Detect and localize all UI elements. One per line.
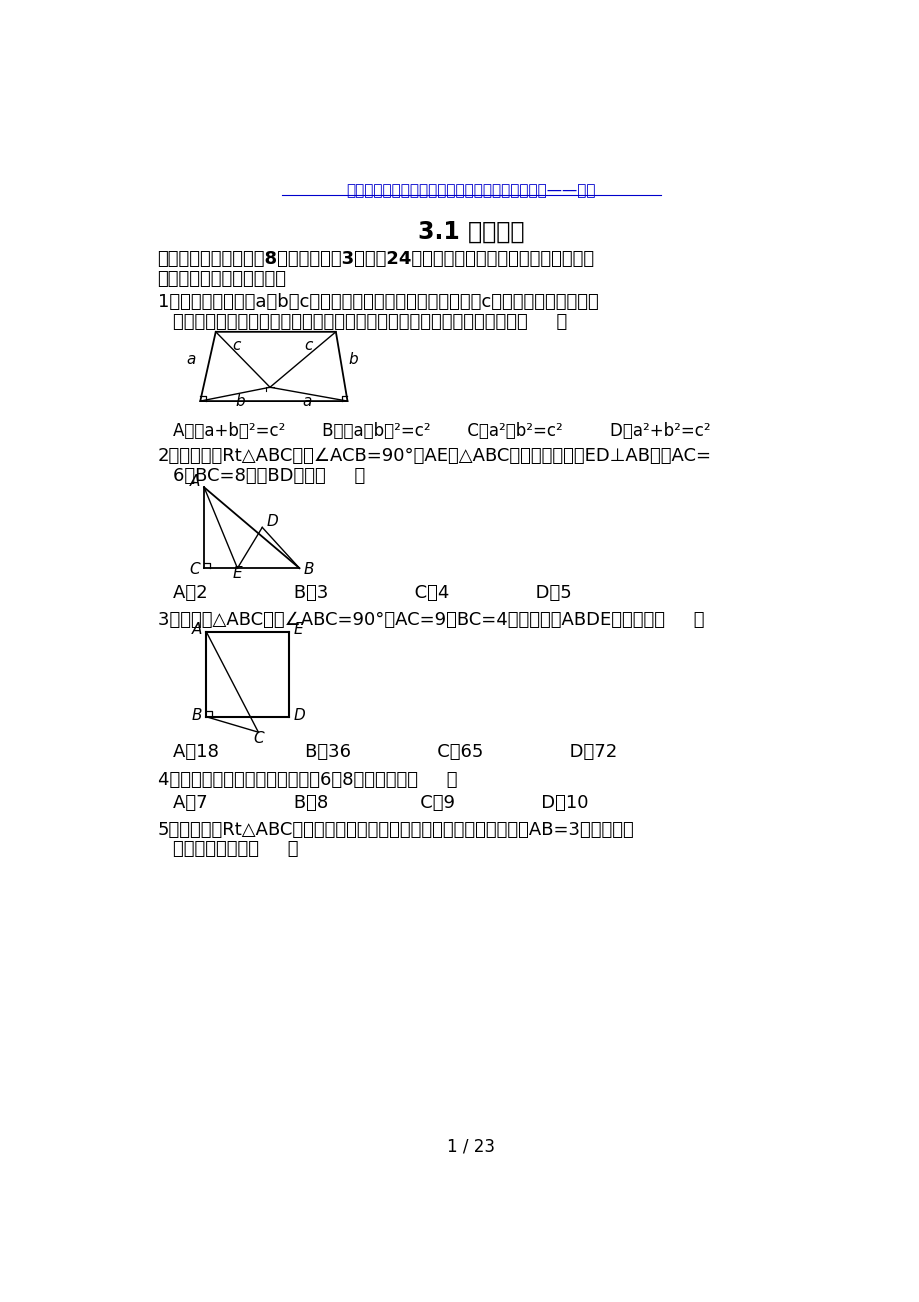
Text: E: E bbox=[293, 621, 302, 637]
Text: B: B bbox=[192, 708, 202, 723]
Text: 5．如图，以Rt△ABC的三边为斜边分别向外作等腰直角三角形．若斜边AB=3，则图中的: 5．如图，以Rt△ABC的三边为斜边分别向外作等腰直角三角形．若斜边AB=3，则… bbox=[157, 820, 634, 838]
Text: 4．在直角三角形中，若直角边为6和8，则斜边为（     ）: 4．在直角三角形中，若直角边为6和8，则斜边为（ ） bbox=[157, 771, 457, 789]
Text: C: C bbox=[189, 562, 200, 577]
Text: 1 / 23: 1 / 23 bbox=[447, 1138, 495, 1156]
Text: c: c bbox=[233, 339, 241, 353]
Text: b: b bbox=[235, 395, 245, 410]
Text: 知识像烛光，能照亮一个人，也能照亮无数的人。——培根: 知识像烛光，能照亮一个人，也能照亮无数的人。——培根 bbox=[346, 184, 596, 198]
Text: A．7               B．8                C．9               D．10: A．7 B．8 C．9 D．10 bbox=[173, 794, 588, 812]
Text: 3．如图，△ABC中，∠ABC=90°，AC=9，BC=4，则正方形ABDE的面积为（     ）: 3．如图，△ABC中，∠ABC=90°，AC=9，BC=4，则正方形ABDE的面… bbox=[157, 611, 703, 629]
Text: A．18               B．36               C．65               D．72: A．18 B．36 C．65 D．72 bbox=[173, 743, 617, 760]
Text: A: A bbox=[192, 621, 202, 637]
Text: 一、选择题（本大题共8小题，每小题3分，共24分）在每小题所给出的四个选项中，只: 一、选择题（本大题共8小题，每小题3分，共24分）在每小题所给出的四个选项中，只 bbox=[157, 250, 594, 268]
Text: B: B bbox=[303, 562, 313, 577]
Text: A．2               B．3               C．4               D．5: A．2 B．3 C．4 D．5 bbox=[173, 583, 572, 602]
Text: 6，BC=8，则BD的长（     ）: 6，BC=8，则BD的长（ ） bbox=[173, 466, 365, 484]
Text: 有一项是符合题目要求的．: 有一项是符合题目要求的． bbox=[157, 271, 287, 288]
Text: A: A bbox=[189, 474, 200, 488]
Text: D: D bbox=[293, 708, 305, 723]
Text: E: E bbox=[233, 566, 242, 581]
Text: 3.1 勾股定理: 3.1 勾股定理 bbox=[418, 219, 524, 243]
Text: c: c bbox=[304, 339, 312, 353]
Text: 1．两个边长分别为a，b，c的直角三角形和一个两条直角边都是c的直角三角形拼成如图: 1．两个边长分别为a，b，c的直角三角形和一个两条直角边都是c的直角三角形拼成如… bbox=[157, 293, 597, 311]
Text: b: b bbox=[348, 352, 358, 367]
Text: a: a bbox=[186, 352, 196, 367]
Text: D: D bbox=[267, 514, 278, 529]
Text: 2．如图，在Rt△ABC中，∠ACB=90°，AE为△ABC的角平分线，且ED⊥AB，若AC=: 2．如图，在Rt△ABC中，∠ACB=90°，AE为△ABC的角平分线，且ED⊥… bbox=[157, 448, 711, 465]
Text: 所示的图形，用两种不同的计算方法计算这个图形的面积，则可得等式为（     ）: 所示的图形，用两种不同的计算方法计算这个图形的面积，则可得等式为（ ） bbox=[173, 312, 567, 331]
Text: a: a bbox=[302, 395, 312, 410]
Text: C: C bbox=[253, 730, 264, 746]
Text: A．（a+b）²=c²       B．（a－b）²=c²       C．a²－b²=c²         D．a²+b²=c²: A．（a+b）²=c² B．（a－b）²=c² C．a²－b²=c² D．a²+… bbox=[173, 422, 710, 440]
Text: 阴影部分的面积（     ）: 阴影部分的面积（ ） bbox=[173, 840, 299, 858]
